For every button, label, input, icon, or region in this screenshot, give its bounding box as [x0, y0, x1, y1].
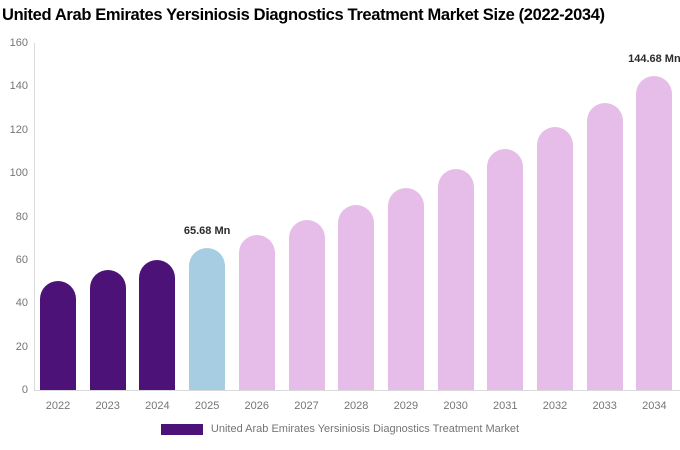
bar-2034: [636, 76, 673, 390]
y-tick-label: 60: [15, 253, 28, 266]
y-tick-label: 0: [21, 384, 28, 396]
y-tick-label: 20: [15, 340, 28, 353]
x-tick-label: 2033: [592, 400, 617, 412]
bar-2028: [338, 204, 375, 390]
x-tick-label: 2027: [294, 400, 319, 412]
y-tick-label: 80: [15, 210, 28, 223]
bar-2025: [189, 247, 226, 390]
x-tick-label: 2022: [45, 400, 71, 412]
y-tick-label: 100: [9, 167, 28, 180]
x-tick-label: 2024: [145, 400, 170, 412]
x-tick-label: 2029: [393, 400, 419, 412]
chart-title: United Arab Emirates Yersiniosis Diagnos…: [2, 6, 605, 24]
legend-swatch: [160, 423, 203, 435]
y-tick-label: 120: [9, 123, 28, 136]
bar-2027: [288, 220, 325, 390]
bar-2026: [238, 234, 275, 390]
x-tick-label: 2034: [642, 400, 667, 412]
legend: United Arab Emirates Yersiniosis Diagnos…: [0, 423, 680, 435]
x-tick-label: 2023: [95, 400, 120, 412]
data-label-2034: 144.68 Mn: [628, 53, 680, 66]
data-label-2025: 65.68 Mn: [183, 224, 231, 237]
x-tick-label: 2026: [244, 400, 270, 412]
x-tick-label: 2032: [542, 400, 568, 412]
bar-2022: [40, 280, 76, 390]
bar-2023: [89, 270, 126, 390]
y-tick-label: 140: [9, 80, 28, 93]
x-tick-label: 2028: [343, 400, 369, 412]
y-tick-label: 40: [15, 297, 28, 310]
bar-2030: [437, 169, 474, 390]
bar-2029: [387, 187, 424, 390]
bar-2033: [586, 102, 623, 390]
x-tick-label: 2030: [443, 400, 468, 412]
y-axis-line: [34, 43, 35, 390]
x-tick-label: 2031: [493, 400, 518, 412]
bar-2024: [139, 259, 176, 390]
x-tick-label: 2025: [194, 400, 220, 412]
y-tick-label: 160: [9, 37, 28, 49]
legend-label: United Arab Emirates Yersiniosis Diagnos…: [210, 423, 520, 435]
bar-2032: [537, 126, 573, 390]
x-axis-line: [34, 390, 680, 391]
bar-2031: [487, 148, 524, 390]
